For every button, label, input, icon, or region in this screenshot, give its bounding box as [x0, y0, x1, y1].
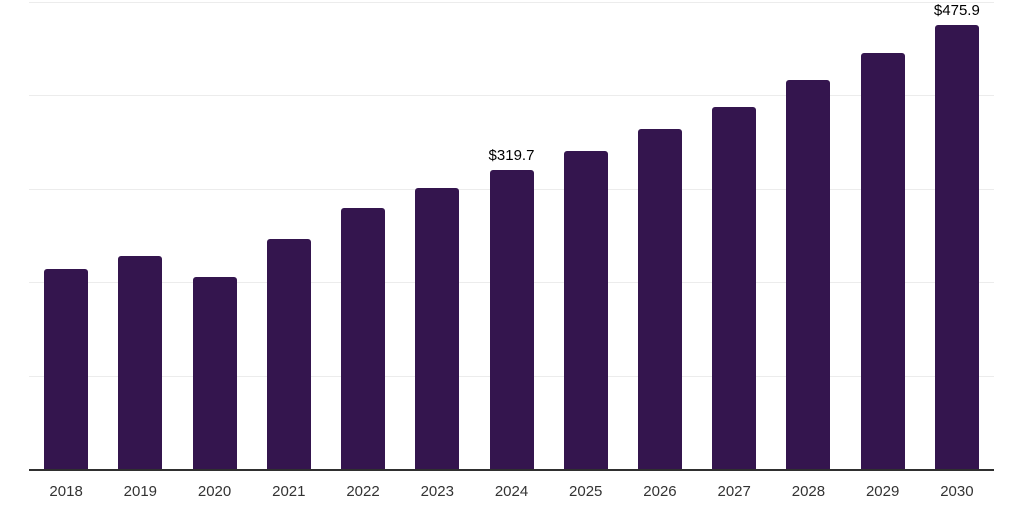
x-tick-label-2022: 2022 — [346, 483, 380, 500]
data-label-2030: $475.9 — [933, 1, 980, 19]
gridline-400 — [29, 95, 994, 97]
x-tick-label-2021: 2021 — [272, 483, 306, 500]
x-axis: 2018 2019 2020 2021 2022 2023 2024 2025 2026 2027… — [29, 483, 994, 505]
x-tick-label-2030: 2030 — [940, 483, 974, 500]
bar-2029 — [860, 53, 905, 469]
gridline-500 — [29, 2, 994, 3]
x-tick-label-2029: 2029 — [865, 483, 900, 500]
x-tick-label-2023: 2023 — [420, 483, 454, 500]
bar-2019 — [118, 256, 163, 469]
bar-2030 — [934, 24, 979, 469]
bar-2023 — [415, 187, 460, 469]
x-tick-label-2028: 2028 — [791, 483, 826, 500]
bar-2026 — [637, 129, 682, 469]
bar-2021 — [266, 238, 311, 469]
bar-2025 — [563, 150, 608, 469]
x-tick-label-2019: 2019 — [123, 483, 158, 500]
x-tick-label-2025: 2025 — [569, 483, 603, 500]
bar-2027 — [712, 106, 757, 469]
plot-area: $319.7 $475.9 — [29, 2, 994, 471]
x-tick-label-2024: 2024 — [494, 483, 529, 500]
bar-2024 — [489, 170, 534, 469]
bar-2028 — [786, 80, 831, 469]
x-tick-label-2026: 2026 — [643, 483, 677, 500]
x-tick-label-2027: 2027 — [717, 483, 751, 500]
bar-2022 — [341, 207, 386, 469]
bar-2018 — [44, 269, 89, 469]
bar-2020 — [192, 276, 237, 469]
x-tick-label-2020: 2020 — [197, 483, 232, 500]
x-tick-label-2018: 2018 — [49, 483, 83, 500]
data-label-2024: $319.7 — [488, 147, 535, 165]
